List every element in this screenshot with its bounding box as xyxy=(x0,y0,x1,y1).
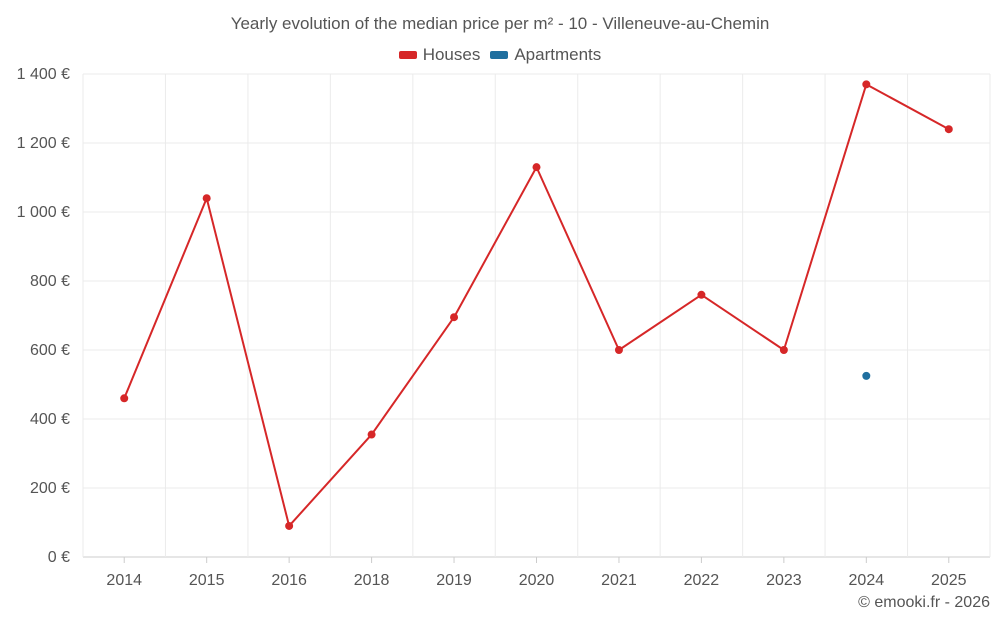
legend-swatch-apartments xyxy=(490,51,509,59)
data-point-houses[interactable] xyxy=(614,346,623,354)
credit-text: © emooki.fr - 2026 xyxy=(858,594,990,611)
x-tick-label: 2025 xyxy=(931,572,967,589)
data-point-houses[interactable] xyxy=(944,125,953,134)
y-tick-label: 1 200 € xyxy=(17,135,70,152)
data-point-houses[interactable] xyxy=(285,521,294,530)
y-tick-label: 600 € xyxy=(30,342,70,359)
x-tick-label: 2018 xyxy=(354,572,390,589)
legend-item-apartments[interactable]: Apartments xyxy=(490,45,601,65)
x-tick-label: 2024 xyxy=(849,572,885,589)
legend-swatch-houses xyxy=(398,51,417,59)
x-tick-label: 2014 xyxy=(106,572,142,589)
x-tick-label: 2015 xyxy=(189,572,225,589)
data-point-houses[interactable] xyxy=(862,80,871,89)
legend-item-houses[interactable]: Houses xyxy=(398,45,481,65)
legend-label-apartments: Apartments xyxy=(514,45,602,64)
data-point-apartments[interactable] xyxy=(862,371,871,380)
y-tick-label: 200 € xyxy=(30,480,70,497)
y-tick-label: 1 400 € xyxy=(17,66,70,83)
data-point-houses[interactable] xyxy=(202,194,211,203)
data-point-houses[interactable] xyxy=(697,290,706,299)
data-point-houses[interactable] xyxy=(532,163,541,172)
y-tick-label: 0 € xyxy=(48,549,70,566)
x-tick-label: 2021 xyxy=(601,572,637,589)
data-point-houses[interactable] xyxy=(367,430,376,439)
data-point-houses[interactable] xyxy=(450,313,459,322)
y-tick-label: 800 € xyxy=(30,273,70,290)
x-tick-label: 2020 xyxy=(519,572,555,589)
data-point-houses[interactable] xyxy=(779,346,788,354)
x-tick-label: 2022 xyxy=(684,572,720,589)
x-tick-label: 2023 xyxy=(766,572,802,589)
legend-label-houses: Houses xyxy=(422,45,481,64)
data-point-houses[interactable] xyxy=(120,394,129,403)
y-tick-label: 1 000 € xyxy=(17,204,70,221)
chart-legend: Houses Apartments xyxy=(0,45,1000,65)
y-tick-label: 400 € xyxy=(30,411,70,428)
chart-title: Yearly evolution of the median price per… xyxy=(230,14,770,33)
x-tick-label: 2016 xyxy=(271,572,307,589)
x-tick-label: 2019 xyxy=(436,572,472,589)
